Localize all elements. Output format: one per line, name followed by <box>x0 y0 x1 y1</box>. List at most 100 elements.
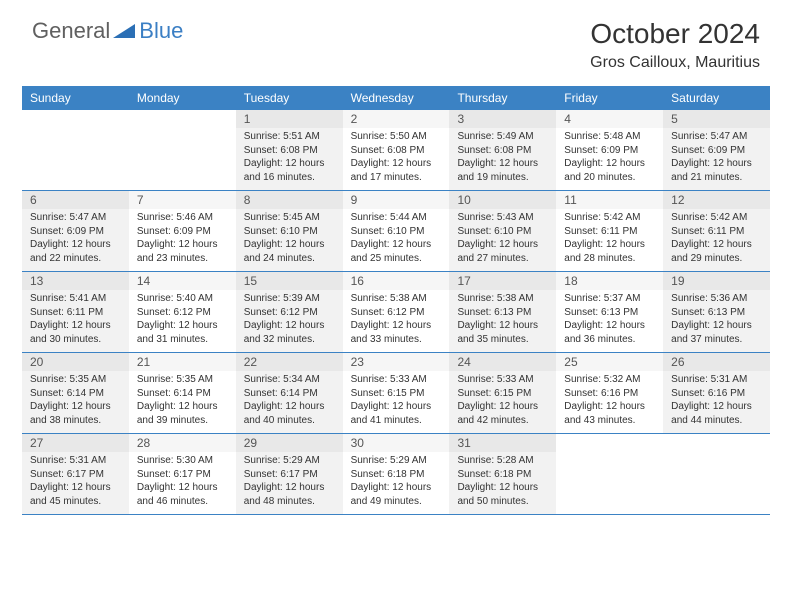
sunrise-text: Sunrise: 5:35 AM <box>30 373 123 387</box>
sunrise-text: Sunrise: 5:30 AM <box>137 454 230 468</box>
day-info: Sunrise: 5:35 AMSunset: 6:14 PMDaylight:… <box>137 373 230 427</box>
sunset-text: Sunset: 6:08 PM <box>457 144 550 158</box>
daylight-text: Daylight: 12 hours and 38 minutes. <box>30 400 123 427</box>
calendar-cell: 19Sunrise: 5:36 AMSunset: 6:13 PMDayligh… <box>663 272 770 352</box>
sunset-text: Sunset: 6:14 PM <box>137 387 230 401</box>
day-info: Sunrise: 5:47 AMSunset: 6:09 PMDaylight:… <box>671 130 764 184</box>
calendar-cell <box>663 434 770 514</box>
sunrise-text: Sunrise: 5:36 AM <box>671 292 764 306</box>
day-info: Sunrise: 5:42 AMSunset: 6:11 PMDaylight:… <box>671 211 764 265</box>
sunset-text: Sunset: 6:10 PM <box>244 225 337 239</box>
day-number: 1 <box>244 112 337 126</box>
day-number: 23 <box>351 355 444 369</box>
day-info: Sunrise: 5:29 AMSunset: 6:18 PMDaylight:… <box>351 454 444 508</box>
sunset-text: Sunset: 6:12 PM <box>137 306 230 320</box>
calendar-cell: 13Sunrise: 5:41 AMSunset: 6:11 PMDayligh… <box>22 272 129 352</box>
day-number: 22 <box>244 355 337 369</box>
day-info: Sunrise: 5:33 AMSunset: 6:15 PMDaylight:… <box>457 373 550 427</box>
calendar-cell: 12 Sunrise: 5:42 AMSunset: 6:11 PMDayligh… <box>663 191 770 271</box>
calendar-cell <box>556 434 663 514</box>
calendar-cell: 1 Sunrise: 5:51 AMSunset: 6:08 PMDaylight… <box>236 110 343 190</box>
week-row: 1 Sunrise: 5:51 AMSunset: 6:08 PMDaylight… <box>22 110 770 191</box>
daylight-text: Daylight: 12 hours and 39 minutes. <box>137 400 230 427</box>
daylight-text: Daylight: 12 hours and 20 minutes. <box>564 157 657 184</box>
sunrise-text: Sunrise: 5:42 AM <box>671 211 764 225</box>
daylight-text: Daylight: 12 hours and 19 minutes. <box>457 157 550 184</box>
day-number: 5 <box>671 112 764 126</box>
day-number: 16 <box>351 274 444 288</box>
sunrise-text: Sunrise: 5:39 AM <box>244 292 337 306</box>
day-info: Sunrise: 5:38 AMSunset: 6:13 PMDaylight:… <box>457 292 550 346</box>
day-info: Sunrise: 5:45 AMSunset: 6:10 PMDaylight:… <box>244 211 337 265</box>
sunset-text: Sunset: 6:09 PM <box>564 144 657 158</box>
calendar-cell: 4Sunrise: 5:48 AMSunset: 6:09 PMDaylight… <box>556 110 663 190</box>
daylight-text: Daylight: 12 hours and 17 minutes. <box>351 157 444 184</box>
calendar-cell: 6Sunrise: 5:47 AMSunset: 6:09 PMDaylight… <box>22 191 129 271</box>
sunrise-text: Sunrise: 5:37 AM <box>564 292 657 306</box>
calendar-cell <box>22 110 129 190</box>
calendar-cell: 31Sunrise: 5:28 AMSunset: 6:18 PMDayligh… <box>449 434 556 514</box>
calendar-cell: 11Sunrise: 5:42 AMSunset: 6:11 PMDayligh… <box>556 191 663 271</box>
sunrise-text: Sunrise: 5:34 AM <box>244 373 337 387</box>
sunrise-text: Sunrise: 5:43 AM <box>457 211 550 225</box>
sunset-text: Sunset: 6:10 PM <box>457 225 550 239</box>
daylight-text: Daylight: 12 hours and 16 minutes. <box>244 157 337 184</box>
day-info: Sunrise: 5:38 AMSunset: 6:12 PMDaylight:… <box>351 292 444 346</box>
calendar-cell: 14Sunrise: 5:40 AMSunset: 6:12 PMDayligh… <box>129 272 236 352</box>
day-info: Sunrise: 5:41 AMSunset: 6:11 PMDaylight:… <box>30 292 123 346</box>
daylight-text: Daylight: 12 hours and 29 minutes. <box>671 238 764 265</box>
daylight-text: Daylight: 12 hours and 37 minutes. <box>671 319 764 346</box>
sunset-text: Sunset: 6:16 PM <box>671 387 764 401</box>
calendar-cell: 22 Sunrise: 5:34 AMSunset: 6:14 PMDayligh… <box>236 353 343 433</box>
daylight-text: Daylight: 12 hours and 31 minutes. <box>137 319 230 346</box>
sunrise-text: Sunrise: 5:49 AM <box>457 130 550 144</box>
calendar-cell: 23 Sunrise: 5:33 AMSunset: 6:15 PMDayligh… <box>343 353 450 433</box>
sunset-text: Sunset: 6:18 PM <box>457 468 550 482</box>
day-number: 30 <box>351 436 444 450</box>
day-info: Sunrise: 5:36 AMSunset: 6:13 PMDaylight:… <box>671 292 764 346</box>
calendar-cell: 30 Sunrise: 5:29 AMSunset: 6:18 PMDayligh… <box>343 434 450 514</box>
sunset-text: Sunset: 6:11 PM <box>564 225 657 239</box>
sunset-text: Sunset: 6:12 PM <box>351 306 444 320</box>
day-number: 12 <box>671 193 764 207</box>
sunset-text: Sunset: 6:12 PM <box>244 306 337 320</box>
daylight-text: Daylight: 12 hours and 25 minutes. <box>351 238 444 265</box>
day-info: Sunrise: 5:33 AMSunset: 6:15 PMDaylight:… <box>351 373 444 427</box>
sunrise-text: Sunrise: 5:31 AM <box>30 454 123 468</box>
calendar: Sunday Monday Tuesday Wednesday Thursday… <box>22 86 770 515</box>
logo-triangle-icon <box>113 22 135 40</box>
day-number: 17 <box>457 274 550 288</box>
day-number: 27 <box>30 436 123 450</box>
day-number: 15 <box>244 274 337 288</box>
sunset-text: Sunset: 6:16 PM <box>564 387 657 401</box>
sunset-text: Sunset: 6:09 PM <box>671 144 764 158</box>
day-info: Sunrise: 5:47 AMSunset: 6:09 PMDaylight:… <box>30 211 123 265</box>
day-info: Sunrise: 5:51 AMSunset: 6:08 PMDaylight:… <box>244 130 337 184</box>
sunset-text: Sunset: 6:14 PM <box>244 387 337 401</box>
day-number: 2 <box>351 112 444 126</box>
weekday-wednesday: Wednesday <box>343 86 450 110</box>
calendar-cell: 27Sunrise: 5:31 AMSunset: 6:17 PMDayligh… <box>22 434 129 514</box>
daylight-text: Daylight: 12 hours and 46 minutes. <box>137 481 230 508</box>
day-number: 29 <box>244 436 337 450</box>
calendar-cell: 26Sunrise: 5:31 AMSunset: 6:16 PMDayligh… <box>663 353 770 433</box>
sunset-text: Sunset: 6:11 PM <box>671 225 764 239</box>
daylight-text: Daylight: 12 hours and 41 minutes. <box>351 400 444 427</box>
calendar-cell: 18Sunrise: 5:37 AMSunset: 6:13 PMDayligh… <box>556 272 663 352</box>
day-info: Sunrise: 5:34 AMSunset: 6:14 PMDaylight:… <box>244 373 337 427</box>
week-row: 27Sunrise: 5:31 AMSunset: 6:17 PMDayligh… <box>22 434 770 515</box>
sunrise-text: Sunrise: 5:44 AM <box>351 211 444 225</box>
day-number: 24 <box>457 355 550 369</box>
calendar-cell: 8Sunrise: 5:45 AMSunset: 6:10 PMDaylight… <box>236 191 343 271</box>
day-number: 14 <box>137 274 230 288</box>
daylight-text: Daylight: 12 hours and 48 minutes. <box>244 481 337 508</box>
calendar-cell: 3Sunrise: 5:49 AMSunset: 6:08 PMDaylight… <box>449 110 556 190</box>
day-number: 7 <box>137 193 230 207</box>
sunrise-text: Sunrise: 5:45 AM <box>244 211 337 225</box>
day-info: Sunrise: 5:44 AMSunset: 6:10 PMDaylight:… <box>351 211 444 265</box>
sunset-text: Sunset: 6:18 PM <box>351 468 444 482</box>
weekday-monday: Monday <box>129 86 236 110</box>
sunset-text: Sunset: 6:17 PM <box>137 468 230 482</box>
sunrise-text: Sunrise: 5:29 AM <box>244 454 337 468</box>
sunrise-text: Sunrise: 5:42 AM <box>564 211 657 225</box>
